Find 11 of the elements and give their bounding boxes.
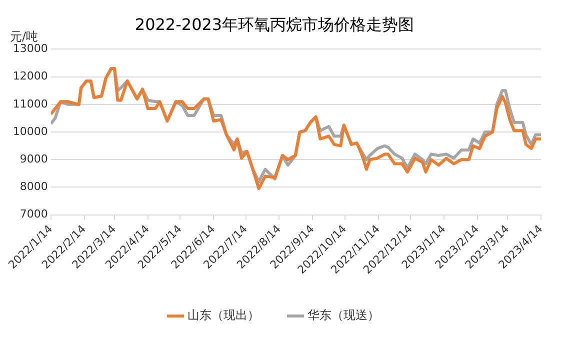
chart-title: 2022-2023年环氧丙烷市场价格走势图 <box>134 14 414 34</box>
y-axis-title: 元/吨 <box>10 29 38 44</box>
legend-label: 山东（现出） <box>188 308 260 322</box>
y-tick-label: 7000 <box>20 208 48 221</box>
y-tick-label: 8000 <box>20 180 48 194</box>
y-tick-label: 13000 <box>12 42 48 56</box>
y-tick-label: 9000 <box>20 152 48 166</box>
y-tick-label: 11000 <box>12 97 48 110</box>
y-tick-label: 12000 <box>12 70 48 83</box>
y-tick-label: 10000 <box>12 124 48 138</box>
legend-label: 华东（现送） <box>308 308 380 322</box>
